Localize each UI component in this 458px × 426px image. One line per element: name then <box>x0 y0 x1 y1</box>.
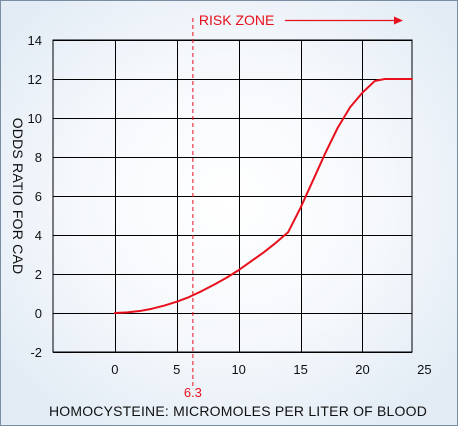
y-tick-label: 6 <box>35 189 42 204</box>
series-line <box>113 78 413 314</box>
series <box>113 78 413 314</box>
x-tick-label: 5 <box>173 362 180 377</box>
x-axis-title: HOMOCYSTEINE: MICROMOLES PER LITER OF BL… <box>49 403 427 419</box>
y-tick-label: 8 <box>35 150 42 165</box>
y-tick-label: 12 <box>28 72 42 87</box>
x-tick-label: 0 <box>111 362 118 377</box>
y-tick-label: -2 <box>30 345 42 360</box>
x-tick-label: 10 <box>231 362 245 377</box>
y-axis-title: ODDS RATIO FOR CAD <box>10 118 26 275</box>
y-tick-label: 0 <box>35 306 42 321</box>
x-tick-label: 25 <box>417 362 431 377</box>
risk-zone-arrowhead <box>394 16 403 25</box>
y-tick-label: 2 <box>35 267 42 282</box>
y-tick-label: 14 <box>28 33 42 48</box>
y-tick-label: 10 <box>28 111 42 126</box>
grid <box>52 39 413 353</box>
threshold-label: 6.3 <box>184 385 202 400</box>
y-tick-label: 4 <box>35 228 42 243</box>
tick-labels: -2 0 2 4 6 8 10 12 14 0 5 10 15 20 25 <box>28 33 432 377</box>
x-tick-label: 15 <box>293 362 307 377</box>
x-tick-label: 20 <box>355 362 369 377</box>
risk-zone-label: RISK ZONE <box>199 12 274 28</box>
annotations: 6.3 RISK ZONE <box>184 12 403 400</box>
